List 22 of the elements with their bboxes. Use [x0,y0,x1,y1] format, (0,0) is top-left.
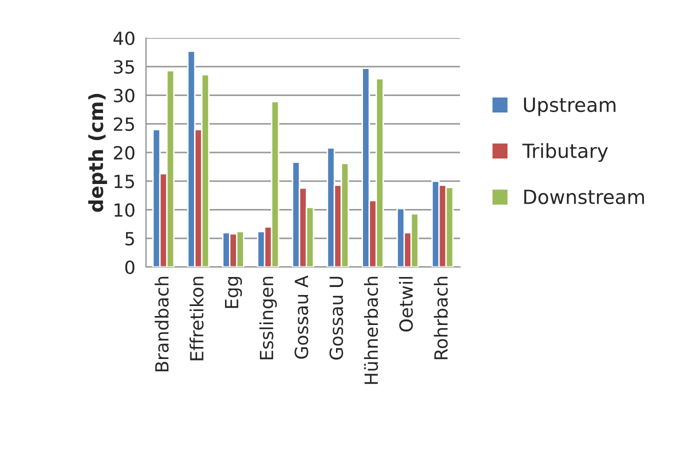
legend-label: Tributary [522,143,608,162]
legend-label: Downstream [524,190,644,204]
x-tick-label: Hühnerbach [364,276,378,384]
y-tick-label: 30 [114,88,134,102]
x-tick-label: Egg [225,276,242,308]
y-tick-label: 10 [114,203,134,217]
y-tick-label: 25 [114,117,134,131]
y-tick-label: 20 [114,146,134,160]
y-tick-label: 15 [114,174,134,188]
x-tick-label: Brandbach [154,276,169,372]
x-tick-label: Oetwil [398,277,413,332]
y-tick-label: 35 [114,60,134,74]
y-axis-title: depth (cm) [88,94,108,212]
x-tick-label: Effretikon [190,276,204,360]
x-tick-label: Esslingen [259,276,277,360]
x-tick-label: Gossau A [294,275,308,359]
y-tick-label: 0 [125,260,134,274]
x-tick-label: Rohrbach [434,276,448,360]
x-tick-label: Gossau U [329,276,344,360]
legend-label: Upstream [524,98,616,116]
y-tick-label: 5 [125,232,134,246]
y-tick-label: 40 [113,31,134,46]
